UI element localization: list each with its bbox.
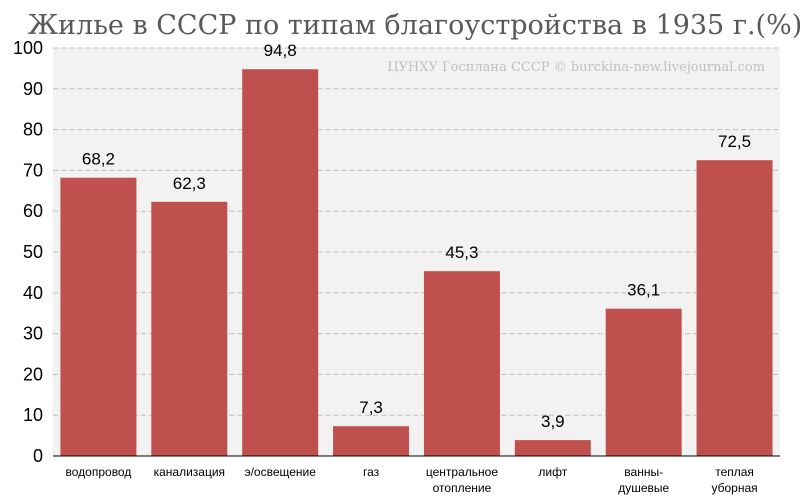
bar — [696, 160, 773, 456]
bar — [151, 201, 228, 456]
bars — [60, 69, 773, 456]
x-tick-label: теплая — [715, 465, 754, 479]
x-tick-label: лифт — [538, 465, 567, 479]
x-tick-label: душевые — [618, 481, 669, 495]
bar — [242, 69, 319, 456]
x-tick-label: газ — [363, 465, 380, 479]
x-tick-label: ванны- — [624, 465, 663, 479]
x-tick-label: центральное — [426, 465, 498, 479]
data-label: 36,1 — [627, 281, 660, 300]
y-tick-label: 20 — [23, 364, 43, 384]
bar — [333, 426, 410, 456]
x-axis-ticks: водопровод канализация э/освещение газ центр… — [66, 465, 758, 495]
y-tick-label: 60 — [23, 201, 43, 221]
bar — [605, 308, 682, 456]
bar — [514, 440, 591, 456]
data-label: 94,8 — [264, 41, 297, 60]
y-tick-label: 90 — [23, 79, 43, 99]
data-label: 3,9 — [541, 412, 565, 431]
y-tick-label: 50 — [23, 242, 43, 262]
data-label: 45,3 — [445, 243, 478, 262]
y-tick-label: 100 — [13, 38, 43, 58]
y-tick-label: 40 — [23, 283, 43, 303]
y-tick-label: 30 — [23, 324, 43, 344]
x-tick-label: э/освещение — [244, 465, 316, 479]
x-tick-label: отопление — [433, 481, 492, 495]
y-tick-label: 0 — [33, 446, 43, 466]
data-label: 72,5 — [718, 132, 751, 151]
y-tick-label: 10 — [23, 405, 43, 425]
data-label: 62,3 — [173, 174, 206, 193]
data-label: 7,3 — [359, 398, 383, 417]
x-tick-label: водопровод — [66, 465, 132, 479]
data-label: 68,2 — [82, 150, 115, 169]
x-tick-label: канализация — [154, 465, 225, 479]
y-tick-label: 80 — [23, 120, 43, 140]
data-labels: 68,2 62,3 94,8 7,3 45,3 3,9 36,1 72,5 — [82, 41, 751, 431]
chart-source: ЦУНХУ Госплана СССР © burckina-new.livej… — [387, 60, 765, 75]
chart-title: Жилье в СССР по типам благоустройства в … — [28, 10, 800, 41]
bar — [60, 177, 137, 456]
bar — [423, 271, 500, 456]
x-tick-label: уборная — [711, 481, 757, 495]
y-axis-ticks: 0 10 20 30 40 50 60 70 80 90 100 — [13, 38, 43, 466]
y-tick-label: 70 — [23, 160, 43, 180]
